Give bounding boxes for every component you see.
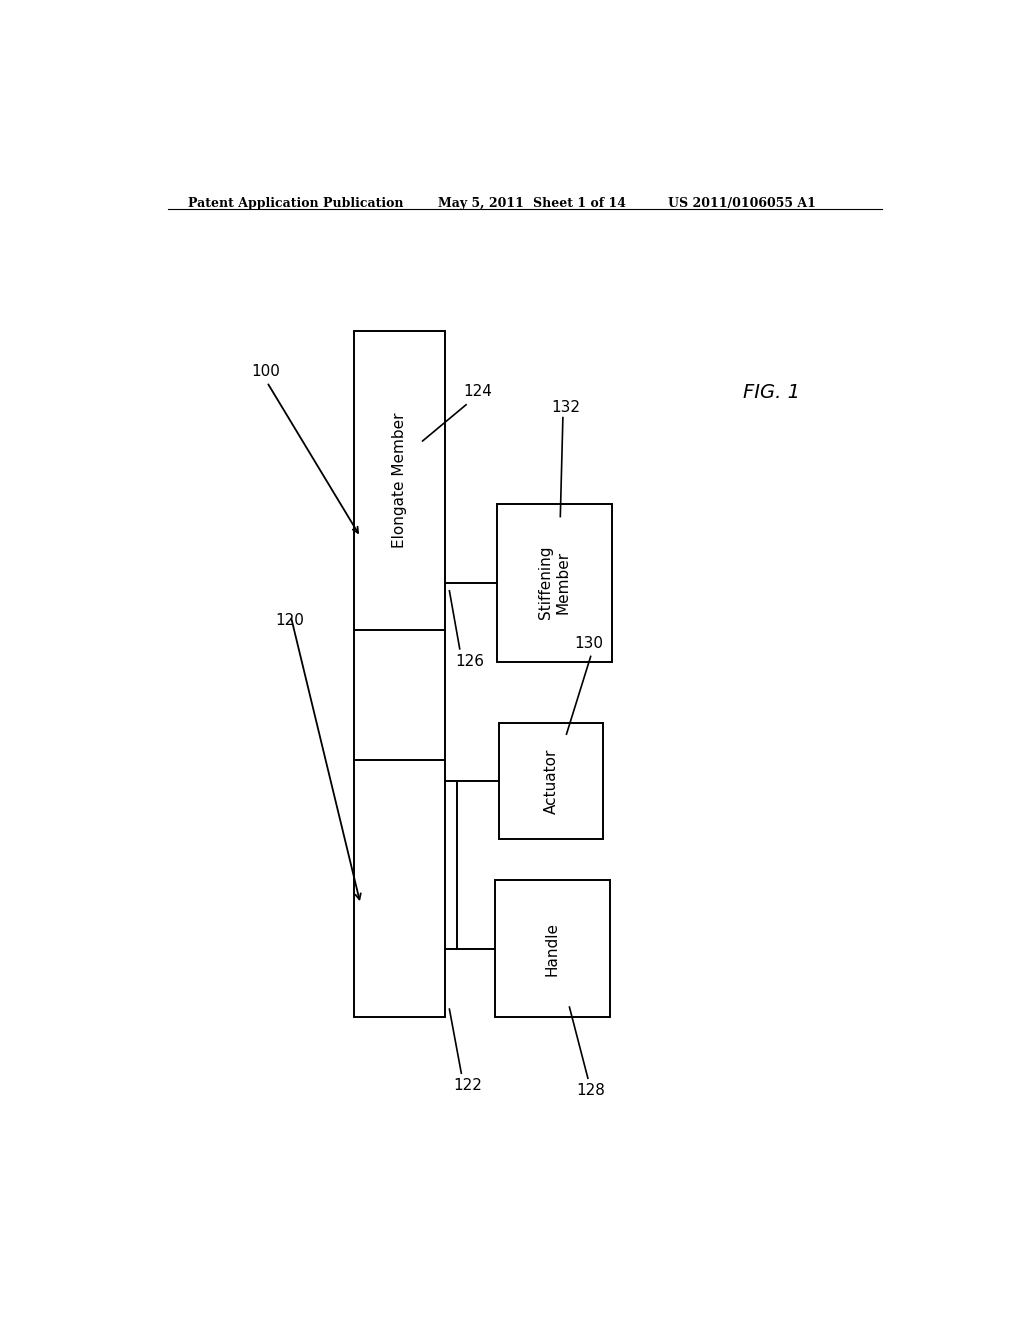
Text: US 2011/0106055 A1: US 2011/0106055 A1	[668, 197, 815, 210]
Bar	[497, 504, 612, 661]
Text: Patent Application Publication: Patent Application Publication	[187, 197, 403, 210]
Text: 120: 120	[274, 614, 304, 628]
Bar	[354, 331, 445, 1018]
Text: 128: 128	[575, 1084, 605, 1098]
Text: May 5, 2011: May 5, 2011	[437, 197, 523, 210]
Text: 130: 130	[574, 636, 604, 651]
Text: 124: 124	[464, 384, 493, 399]
Text: 100: 100	[251, 364, 280, 379]
Text: 132: 132	[551, 400, 580, 414]
Text: Stiffening
Member: Stiffening Member	[539, 546, 570, 619]
Text: FIG. 1: FIG. 1	[743, 383, 800, 401]
Text: Sheet 1 of 14: Sheet 1 of 14	[532, 197, 626, 210]
Text: Elongate Member: Elongate Member	[392, 413, 408, 548]
Text: Handle: Handle	[545, 921, 560, 975]
Text: Actuator: Actuator	[544, 748, 558, 813]
Text: 126: 126	[456, 653, 484, 669]
Text: 122: 122	[454, 1078, 482, 1093]
Bar	[500, 722, 602, 840]
Bar	[495, 880, 609, 1018]
